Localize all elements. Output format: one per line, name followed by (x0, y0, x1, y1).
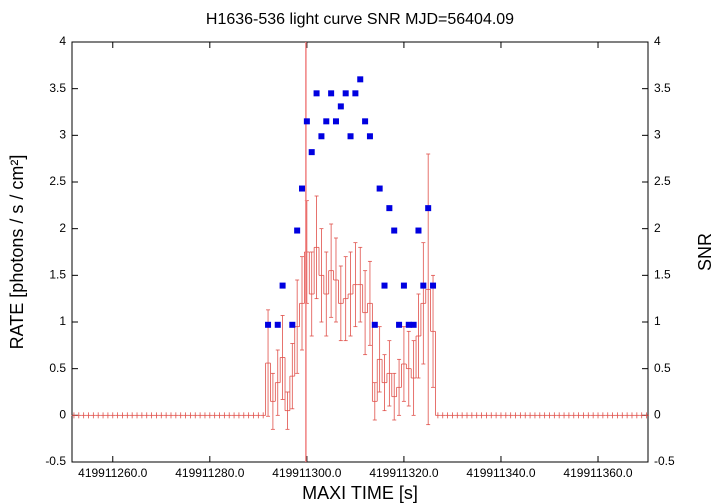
x-axis-label: MAXI TIME [s] (302, 483, 418, 503)
snr-point (265, 321, 272, 328)
snr-point (376, 185, 383, 192)
snr-point (352, 90, 359, 97)
snr-point (386, 205, 393, 212)
y-tick-label: 1.5 (49, 268, 66, 282)
x-tick-label: 419911320.0 (369, 466, 439, 480)
y-tick-label: 4 (59, 34, 66, 48)
chart-title: H1636-536 light curve SNR MJD=56404.09 (206, 11, 514, 28)
y2-tick-label: 3 (654, 128, 661, 142)
y2-tick-label: 4 (654, 34, 661, 48)
y2-tick-label: 1.5 (654, 268, 671, 282)
y-tick-label: 2 (59, 221, 66, 235)
snr-point (294, 227, 301, 234)
snr-point (289, 321, 296, 328)
y-axis-label: RATE [photons / s / cm²] (7, 155, 27, 350)
y-tick-label: -0.5 (45, 454, 66, 468)
snr-point (337, 103, 344, 110)
snr-point (328, 90, 335, 97)
snr-point (332, 118, 339, 125)
snr-point (318, 133, 325, 140)
y2-axis-label: SNR (695, 233, 715, 271)
snr-point (279, 282, 286, 289)
snr-point (425, 205, 432, 212)
x-tick-label: 419911280.0 (175, 466, 245, 480)
snr-point (342, 90, 349, 97)
plot-frame (71, 41, 649, 463)
snr-point (410, 321, 417, 328)
snr-point (405, 321, 412, 328)
snr-point (430, 282, 437, 289)
snr-point (347, 133, 354, 140)
snr-point (323, 118, 330, 125)
snr-point (357, 76, 364, 83)
y2-tick-label: 1 (654, 314, 661, 328)
y2-tick-label: 3.5 (654, 81, 671, 95)
x-tick-label: 419911340.0 (466, 466, 536, 480)
snr-point (274, 321, 281, 328)
y-tick-label: 3.5 (49, 81, 66, 95)
y-tick-label: 1 (59, 314, 66, 328)
snr-point (420, 282, 427, 289)
y-tick-label: 2.5 (49, 174, 66, 188)
x-tick-label: 419911300.0 (272, 466, 342, 480)
snr-point (303, 118, 310, 125)
y2-tick-label: 2 (654, 221, 661, 235)
snr-point (371, 321, 378, 328)
x-tick-label: 419911360.0 (563, 466, 633, 480)
snr-point (362, 118, 369, 125)
snr-point (308, 149, 315, 156)
y2-tick-label: -0.5 (654, 454, 675, 468)
x-tick-label: 419911260.0 (78, 466, 148, 480)
y2-tick-label: 0.5 (654, 361, 671, 375)
snr-point (299, 185, 306, 192)
snr-point (366, 133, 373, 140)
y2-tick-label: 2.5 (654, 174, 671, 188)
snr-point (391, 227, 398, 234)
snr-point (313, 90, 320, 97)
snr-point (415, 227, 422, 234)
y-tick-label: 0 (59, 408, 66, 422)
snr-point (396, 321, 403, 328)
snr-point (400, 282, 407, 289)
y2-tick-label: 0 (654, 408, 661, 422)
y-tick-label: 0.5 (49, 361, 66, 375)
snr-point (381, 282, 388, 289)
y-tick-label: 3 (59, 128, 66, 142)
